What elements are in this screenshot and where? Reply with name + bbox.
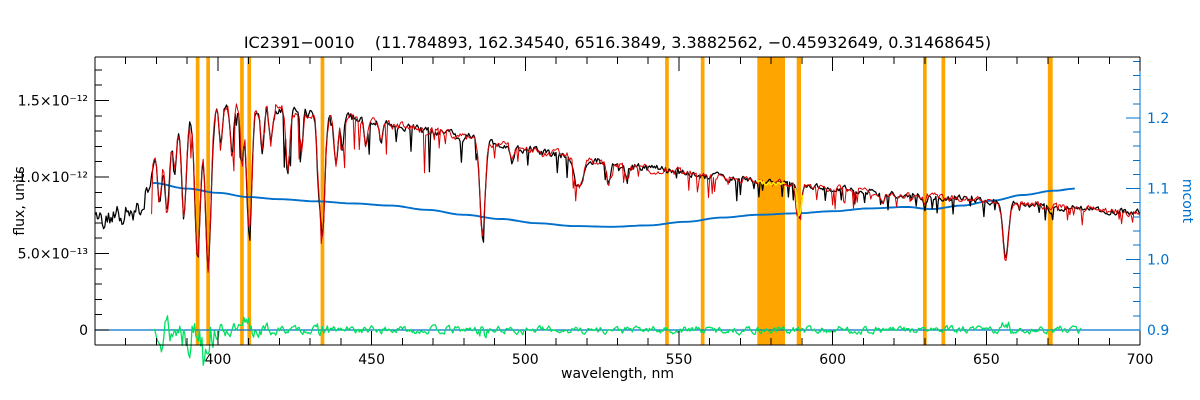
tick-label: 0 [79, 323, 88, 339]
orange-band [700, 57, 705, 345]
orange-band [923, 57, 927, 345]
orange-band [665, 57, 669, 345]
masked-segment [794, 188, 804, 217]
tick-label: 600 [819, 352, 846, 368]
tick-label: 1.0×10⁻¹² [18, 170, 88, 186]
tick-label: 650 [973, 352, 1000, 368]
axes: 0 5.0×10⁻¹³ 1.0×10⁻¹² 1.5×10⁻¹² 0.9 1.0 1.1 1.2… [18, 56, 1169, 368]
orange-band [247, 57, 252, 345]
tick-label: 1.5×10⁻¹² [18, 94, 88, 110]
orange-band [206, 57, 210, 345]
residual-series [153, 315, 1082, 366]
orange-band [1047, 57, 1053, 345]
tick-label: 0.9 [1147, 323, 1169, 339]
tick-label: 500 [512, 352, 539, 368]
orange-band [796, 57, 801, 345]
orange-band [240, 57, 244, 345]
tick-label: 5.0×10⁻¹³ [18, 247, 88, 263]
masked-segment [756, 179, 786, 187]
tick-label: 400 [205, 352, 232, 368]
x-axis-label: wavelength, nm [561, 366, 674, 382]
tick-label: 450 [358, 352, 385, 368]
fit-line [151, 103, 1141, 273]
residual-line [153, 315, 1082, 366]
mcont-series [152, 181, 1075, 228]
orange-band [757, 57, 785, 345]
tick-label: 550 [666, 352, 693, 368]
tick-label: 700 [1127, 352, 1154, 368]
masked-spectrum-segments [756, 179, 804, 217]
fit-series [151, 103, 1141, 273]
plot-title: IC2391−0010 (11.784893, 162.34540, 6516.… [243, 33, 992, 52]
orange-band [195, 57, 200, 345]
tick-label: 1.2 [1147, 111, 1169, 127]
tick-label: 1.0 [1147, 252, 1169, 268]
mcont-line [152, 181, 1075, 228]
tick-label: 1.1 [1147, 182, 1169, 198]
